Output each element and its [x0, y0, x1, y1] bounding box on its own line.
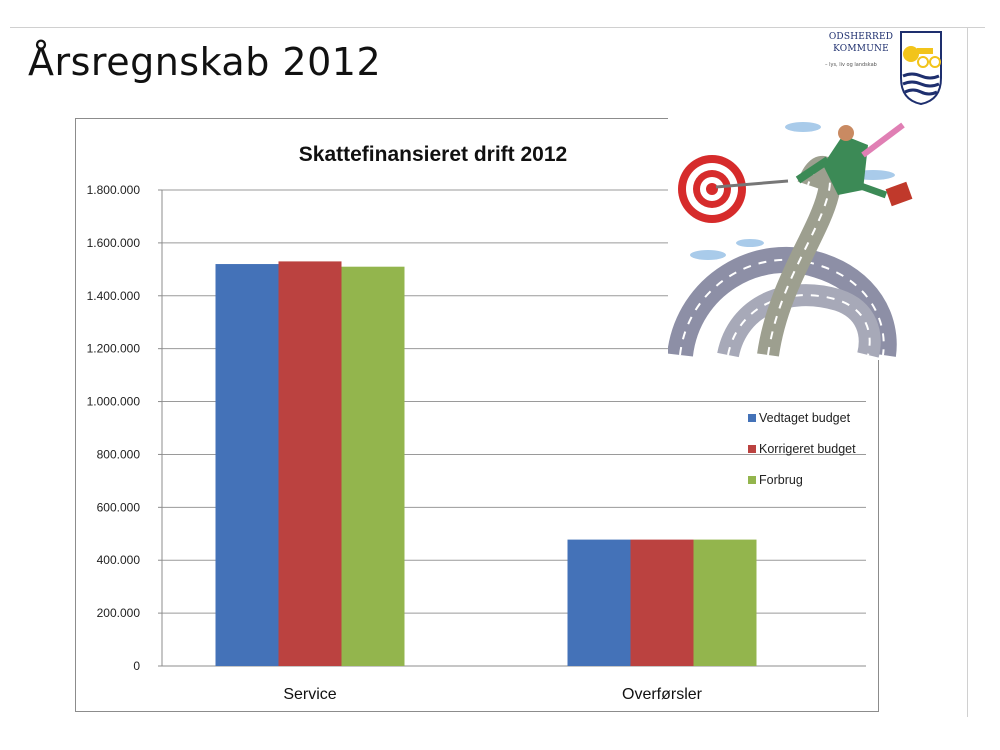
bar — [278, 261, 342, 666]
y-tick-label: 600.000 — [97, 500, 141, 514]
legend-item-vedtaget-budget: Vedtaget budget — [748, 402, 856, 433]
bar-chart: Skattefinansieret drift 2012 0 200.000 400.… — [87, 143, 866, 703]
bar — [630, 539, 694, 666]
y-tick-label: 1.200.000 — [87, 342, 141, 356]
slide-title: Årsregnskab 2012 — [28, 40, 382, 84]
y-tick-label: 400.000 — [97, 553, 141, 567]
legend-item-korrigeret-budget: Korrigeret budget — [748, 433, 856, 464]
bar — [215, 264, 279, 666]
right-rule — [967, 27, 968, 717]
chart-legend: Vedtaget budget Korrigeret budget Forbru… — [748, 402, 856, 495]
bar — [341, 266, 405, 666]
legend-label: Forbrug — [759, 472, 803, 487]
logo-line-2: KOMMUNE — [833, 44, 889, 54]
shield-icon — [900, 31, 942, 106]
x-tick-label: Overførsler — [622, 686, 703, 703]
chart-frame: Skattefinansieret drift 2012 0 200.000 400.… — [75, 118, 879, 712]
legend-swatch — [748, 413, 756, 422]
bar — [567, 539, 631, 666]
y-tick-label: 200.000 — [97, 606, 141, 620]
target-road-clipart-icon — [668, 115, 923, 360]
y-tick-label: 0 — [133, 659, 140, 673]
legend-label: Vedtaget budget — [759, 410, 851, 425]
legend-swatch — [748, 444, 756, 453]
municipality-logo: ODSHERRED KOMMUNE – lys, liv og landskab — [817, 30, 945, 106]
y-tick-label: 1.600.000 — [87, 236, 141, 250]
y-tick-label: 800.000 — [97, 447, 141, 461]
x-tick-label: Service — [283, 686, 336, 703]
chart-title: Skattefinansieret drift 2012 — [299, 143, 567, 166]
y-tick-label: 1.800.000 — [87, 183, 141, 197]
logo-line-1: ODSHERRED — [828, 32, 894, 42]
logo-tagline: – lys, liv og landskab — [825, 62, 877, 68]
y-tick-label: 1.000.000 — [87, 395, 141, 409]
legend-item-forbrug: Forbrug — [748, 464, 856, 495]
legend-swatch — [748, 475, 756, 484]
y-tick-label: 1.400.000 — [87, 289, 141, 303]
top-rule — [10, 27, 985, 28]
legend-label: Korrigeret budget — [759, 441, 856, 456]
bar — [693, 539, 757, 666]
